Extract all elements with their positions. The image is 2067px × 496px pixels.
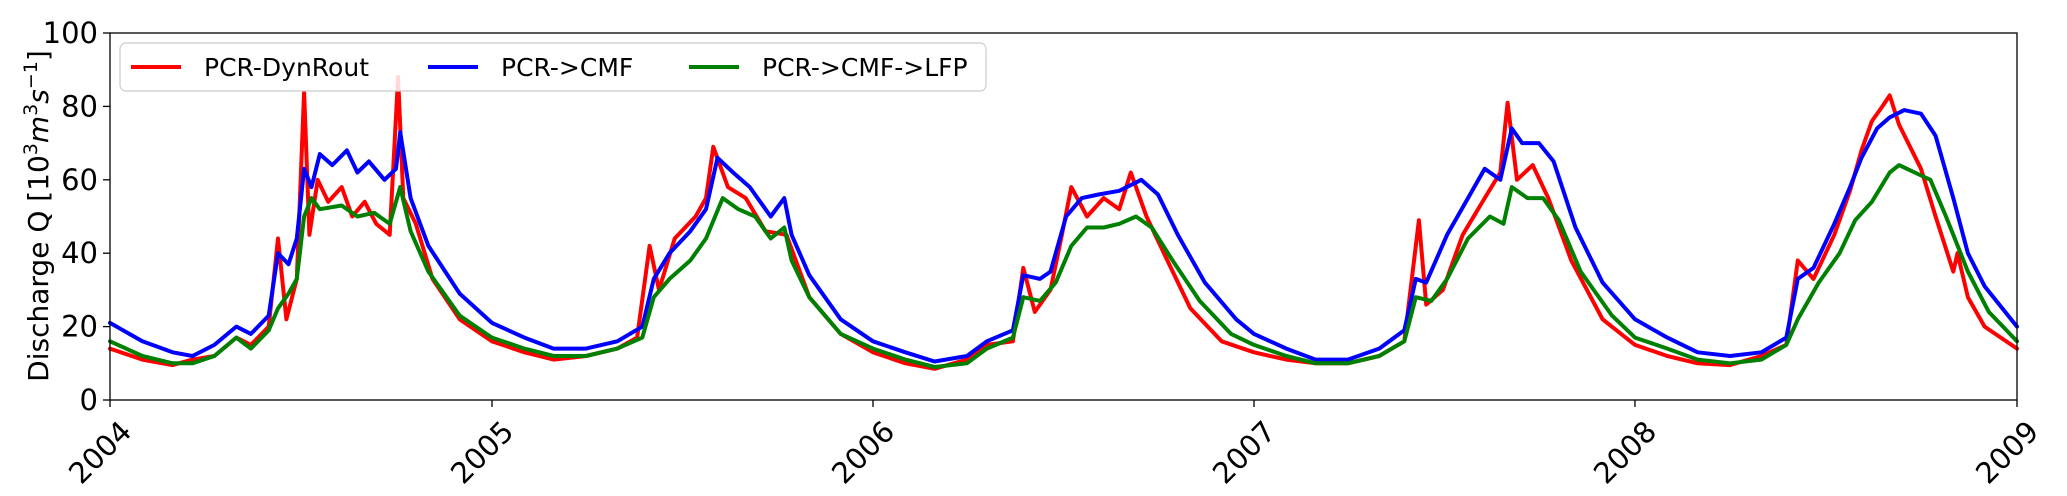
legend-label-pcr-dynrout: PCR-DynRout [204,53,369,82]
y-axis-title-main: Discharge Q [10 [22,155,55,382]
y-tick-label: 80 [61,89,98,123]
y-tick-label: 60 [61,163,98,197]
x-tick-label: 2006 [825,414,901,490]
x-tick-label: 2005 [444,414,520,490]
legend-box [119,42,987,92]
y-axis-title-sup1: 3 [20,143,42,155]
y-axis-title-end: ] [22,50,55,61]
x-tick-label: 2004 [62,414,138,490]
x-tick-label: 2008 [1587,414,1663,490]
y-tick-label: 0 [80,383,98,417]
y-axis-title-unit: s [22,89,55,104]
x-axis: 2004 2005 2006 2007 2008 2009 [62,400,2045,490]
y-axis-title-sup2: 3 [20,104,42,116]
y-axis-title-sup3: −1 [20,61,42,89]
series-line-2 [108,163,2019,369]
plot-frame [109,32,2018,401]
y-axis: 0 20 40 60 80 100 [43,16,110,417]
y-tick-label: 40 [61,236,98,270]
x-tick-label: 2009 [1969,414,2045,490]
y-axis-title: Discharge Q [103m3s−1] [20,50,55,382]
y-tick-label: 100 [43,16,98,50]
y-axis-title-mid: m [22,116,55,143]
legend-label-pcr-cmf-lfp: PCR->CMF->LFP [762,53,968,82]
x-tick-label: 2007 [1206,414,1282,490]
legend-label-pcr-cmf: PCR->CMF [501,53,633,82]
legend: PCR-DynRout PCR->CMF PCR->CMF->LFP [119,42,987,92]
series-line-1 [108,108,2019,364]
y-tick-label: 20 [61,310,98,344]
series-line-0 [108,75,2019,371]
series-layer [108,75,2019,371]
